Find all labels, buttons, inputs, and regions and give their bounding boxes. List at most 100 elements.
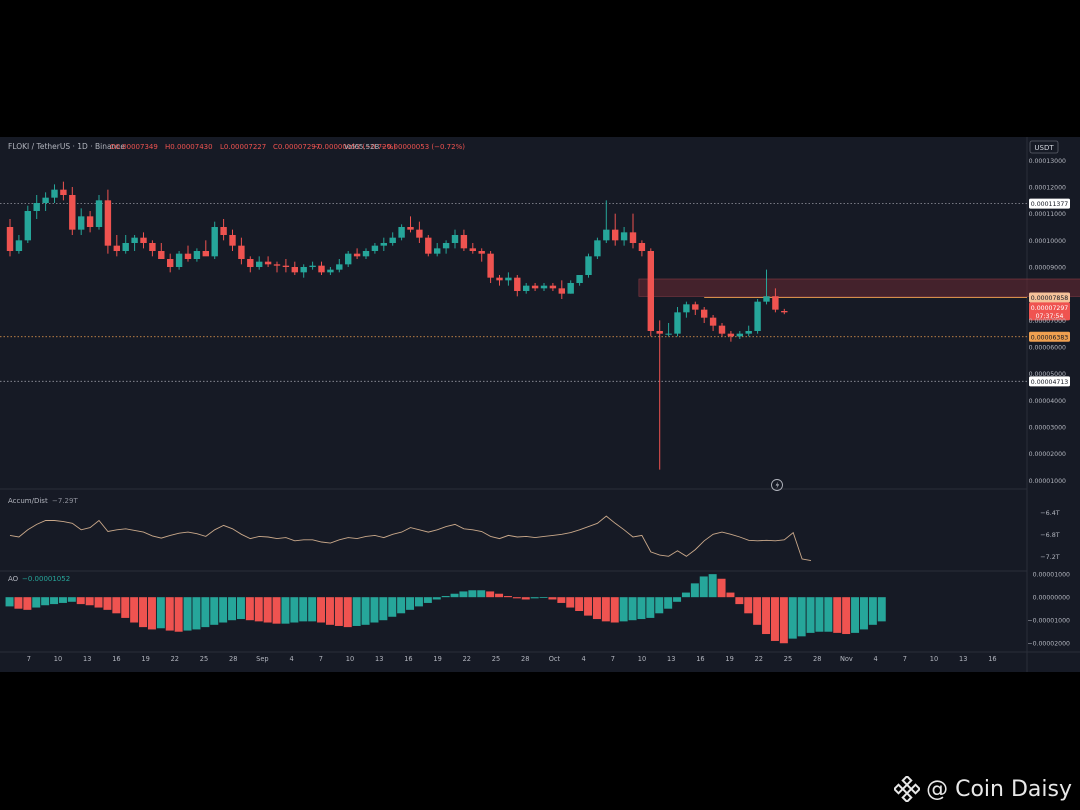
x-tick-label: 16 [404,655,412,663]
candle [674,307,681,337]
candle [256,256,263,270]
ao-bar [41,597,50,606]
candle-body [709,317,717,326]
candle [718,323,726,337]
ohlc-high: H0.00007430 [165,143,213,151]
candle [6,219,14,257]
y-tick-label: 0.00012000 [1029,185,1066,192]
candle [416,221,423,243]
ao-bar [14,597,23,609]
candle-body [425,237,432,254]
watermark: @ Coin Daisy [894,776,1072,802]
candle-body [442,243,450,249]
ao-bar [788,597,797,639]
candle [327,267,334,275]
price-label-badge [1029,376,1070,387]
candle-body [434,248,441,254]
candle-body [167,259,174,267]
candle-body [496,277,503,281]
ao-bar [877,597,886,622]
candle-body [345,253,352,265]
ao-bar [851,597,860,633]
candle-body [514,277,521,291]
candle-body [24,211,31,241]
candle-body [353,253,361,257]
candle-body [585,256,592,275]
ao-bar [744,597,753,614]
ao-bar [477,590,486,598]
ao-bar [397,597,406,614]
currency-badge[interactable] [1029,140,1059,154]
x-tick-label: 4 [873,655,877,663]
ao-bar [379,597,388,621]
candle [487,251,494,283]
ad-tick-label: −6.8T [1040,531,1060,539]
candle-body [51,189,58,198]
y-tick-label: 0.00004000 [1029,398,1066,405]
candle [442,240,450,254]
countdown-label: 07:37:54 [1036,313,1064,320]
ao-bar [459,591,468,598]
candle-body [86,216,94,227]
candle [60,181,67,201]
candle [247,256,254,273]
candle [184,245,192,262]
candle [451,229,459,249]
candle [140,232,147,249]
x-tick-label: 10 [54,655,62,663]
ohlc-low: L0.00007227 [220,143,266,151]
ao-bar [334,597,343,626]
candle [318,261,325,275]
candle-body [273,264,281,266]
currency-label: USDT [1034,144,1054,152]
x-tick-label: 19 [141,655,149,663]
time-axis: 7 10 13 16 19 22 25 28 Sep 4 7 10 13 16 19 22 25 28 Oct 4 7 1… [27,655,997,663]
lightning-icon[interactable] [771,479,783,491]
candle-body [754,301,761,331]
x-tick-label: 25 [200,655,208,663]
candle [478,248,485,262]
candle-body [772,296,779,310]
chart-svg[interactable]: −6.4T −6.8T −7.2T 0.00001000 0.00000000 −0.0… [0,137,1080,672]
candle-body [389,237,396,243]
ao-bar [762,597,771,635]
candle [113,235,120,257]
ao-bar [139,597,148,628]
candle [389,232,396,246]
candle-body [763,296,770,302]
candle [683,301,690,318]
candle-body [416,229,423,238]
ao-bar [824,597,833,632]
ao-bar [468,590,477,598]
price-label: 0.00004713 [1031,379,1068,386]
candle-body [309,265,316,267]
y-tick-label: 0.00002000 [1029,451,1066,458]
ao-bar [441,596,450,598]
ao-bar [76,597,85,605]
x-tick-label: Sep [256,655,268,663]
ao-bar [859,597,868,630]
candle-body [131,237,138,243]
candle-body [380,243,387,246]
y-tick-label: 0.00009000 [1029,265,1066,272]
candle [398,224,405,241]
watermark-text: @ Coin Daisy [926,776,1072,802]
y-tick-label: 0.00005000 [1029,371,1066,378]
candle [220,219,227,241]
price-label: 0.00011377 [1031,201,1068,208]
candle [42,192,49,211]
candle [496,275,503,286]
x-tick-label: 7 [903,655,907,663]
ao-bar [299,597,308,622]
ao-bar [130,597,139,623]
ao-bar [236,597,245,620]
ao-bar [592,597,601,620]
accum-dist-pane: −6.4T −6.8T −7.2T [9,509,1060,562]
ao-bar [815,597,824,632]
candle-body [487,253,494,278]
candle [15,235,23,254]
candle-body [549,285,557,289]
candle [211,221,218,259]
ao-bar [699,576,708,598]
x-tick-label: 7 [27,655,31,663]
